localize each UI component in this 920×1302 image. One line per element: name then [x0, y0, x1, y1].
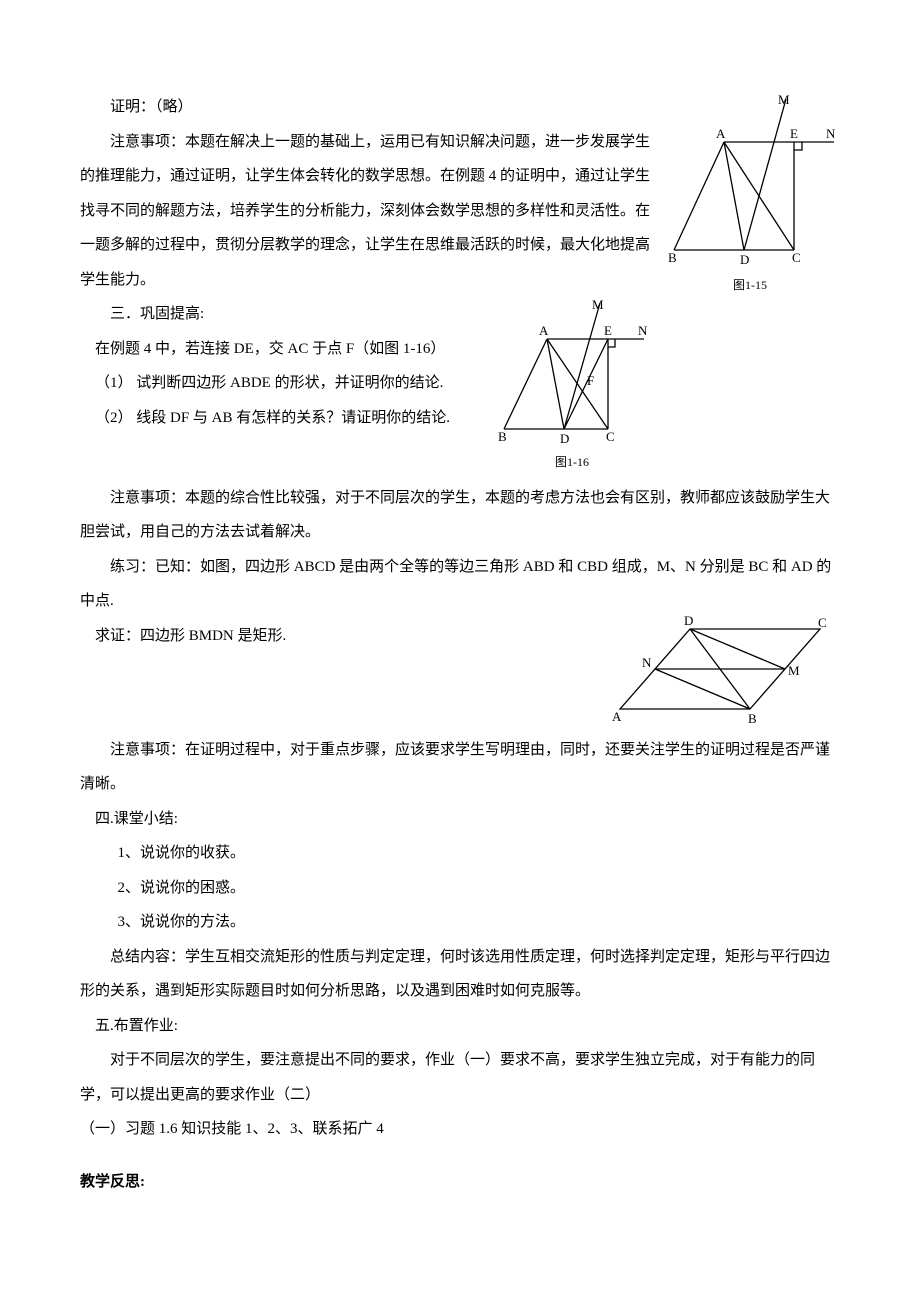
summary-2: 2、说说你的困惑。	[80, 871, 840, 906]
homework-desc: 对于不同层次的学生，要注意提出不同的要求，作业（一）要求不高，要求学生独立完成，…	[80, 1043, 840, 1112]
section-5-title: 五.布置作业:	[80, 1009, 840, 1044]
label-M: M	[778, 92, 790, 107]
label-D: D	[740, 252, 749, 267]
section-4-title: 四.课堂小结:	[80, 802, 840, 837]
label-N: N	[826, 126, 836, 141]
section-3-title: 三．巩固提高:	[80, 297, 840, 332]
label-B: B	[498, 429, 507, 444]
label-B: B	[668, 250, 677, 265]
reflection-title: 教学反思:	[80, 1165, 840, 1200]
figure-1-16-caption: 图1-16	[492, 449, 652, 477]
figure-rhombus: D C N M A B	[600, 609, 840, 729]
example4-intro: 在例题 4 中，若连接 DE，交 AC 于点 F（如图 1-16）	[80, 332, 840, 367]
question-1: （1） 试判断四边形 ABDE 的形状，并证明你的结论.	[80, 366, 840, 401]
label-M: M	[592, 297, 604, 312]
figure-1-15: M A E N B D C 图1-15	[660, 90, 840, 300]
label-C: C	[818, 615, 827, 630]
figure-1-16: M A E N F B D C 图1-16	[492, 297, 652, 477]
question-2: （2） 线段 DF 与 AB 有怎样的关系？请证明你的结论.	[80, 401, 840, 436]
label-N: N	[642, 655, 652, 670]
label-A: A	[612, 709, 622, 724]
summary-3: 3、说说你的方法。	[80, 905, 840, 940]
label-C: C	[606, 429, 615, 444]
document-page: M A E N B D C 图1-15 证明：（略） 注意事项：本题在解决上一题…	[0, 0, 920, 1302]
figure-rhombus-svg: D C N M A B	[600, 609, 840, 729]
figure-1-16-svg: M A E N F B D C	[492, 297, 652, 447]
homework-1: （一）习题 1.6 知识技能 1、2、3、联系拓广 4	[80, 1112, 840, 1147]
label-N: N	[638, 323, 648, 338]
label-B: B	[748, 711, 757, 726]
summary-content: 总结内容：学生互相交流矩形的性质与判定定理，何时该选用性质定理，何时选择判定定理…	[80, 940, 840, 1009]
label-D: D	[560, 431, 569, 446]
figure-1-15-caption: 图1-15	[660, 272, 840, 300]
note-3: 注意事项：在证明过程中，对于重点步骤，应该要求学生写明理由，同时，还要关注学生的…	[80, 733, 840, 802]
summary-1: 1、说说你的收获。	[80, 836, 840, 871]
label-D: D	[684, 613, 693, 628]
label-A: A	[539, 323, 549, 338]
label-F: F	[587, 373, 594, 388]
figure-1-15-svg: M A E N B D C	[660, 90, 840, 270]
label-C: C	[792, 250, 801, 265]
note-2: 注意事项：本题的综合性比较强，对于不同层次的学生，本题的考虑方法也会有区别，教师…	[80, 481, 840, 550]
label-M: M	[788, 663, 800, 678]
label-E: E	[604, 323, 612, 338]
label-A: A	[716, 126, 726, 141]
label-E: E	[790, 126, 798, 141]
